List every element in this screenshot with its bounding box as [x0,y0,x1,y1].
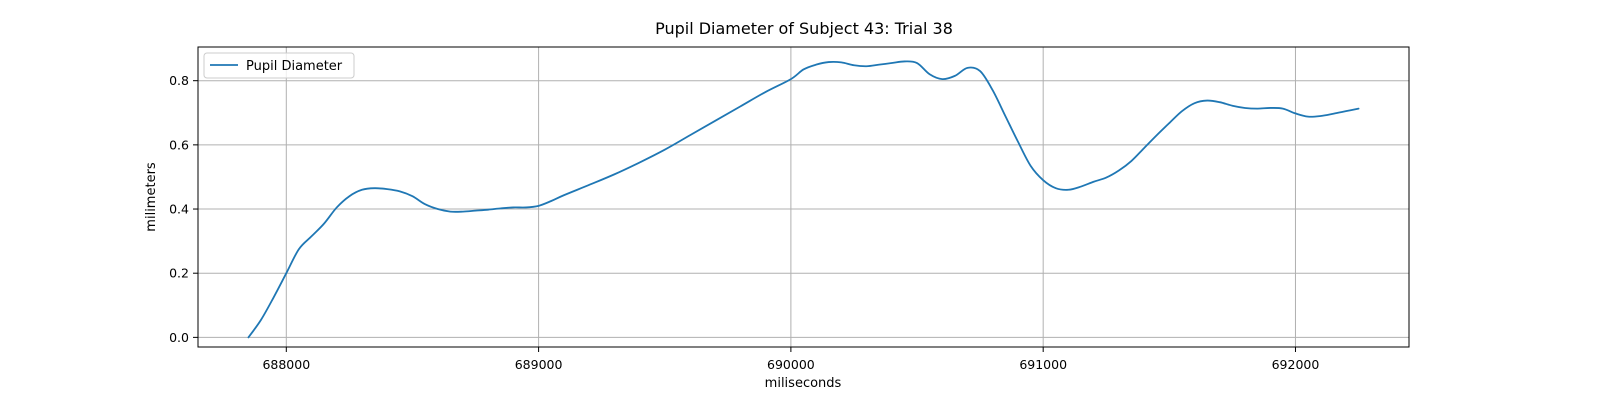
pupil-diameter-line [247,60,1360,339]
x-axis-label: miliseconds [765,376,842,391]
x-tick-label: 689000 [515,357,563,372]
x-axis-ticks: 688000 689000 690000 691000 692000 [262,347,1319,372]
y-axis-label: milimeters [144,162,159,232]
x-tick-label: 690000 [767,357,815,372]
legend: Pupil Diameter [203,52,355,79]
grid [198,47,1409,347]
series-layer [247,60,1360,339]
chart-title: Pupil Diameter of Subject 43: Trial 38 [655,19,953,38]
y-tick-label: 0.4 [169,202,189,217]
plot-frame [197,46,1410,348]
y-tick-label: 0.8 [169,73,189,88]
x-tick-label: 688000 [262,357,310,372]
x-tick-label: 692000 [1272,357,1320,372]
y-tick-label: 0.0 [169,330,189,345]
y-axis-ticks: 0.0 0.2 0.4 0.6 0.8 [169,73,198,345]
y-tick-label: 0.6 [169,137,189,152]
legend-label: Pupil Diameter [246,59,343,74]
y-tick-label: 0.2 [169,266,189,281]
legend-box [203,52,355,79]
x-tick-label: 691000 [1019,357,1067,372]
